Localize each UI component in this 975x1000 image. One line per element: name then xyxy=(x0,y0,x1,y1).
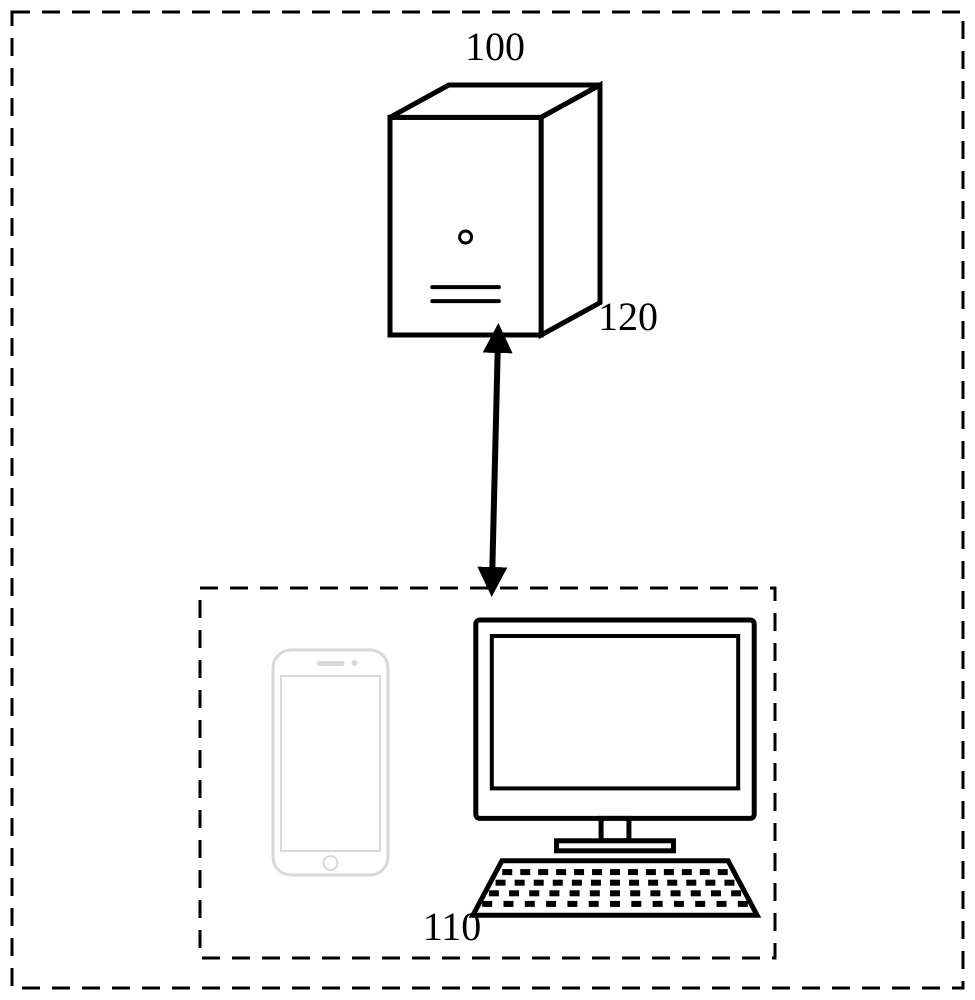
connection-arrow xyxy=(492,338,498,582)
desktop-computer-icon xyxy=(473,620,757,915)
label-server: 120 xyxy=(598,294,658,339)
label-clients: 110 xyxy=(423,904,482,949)
label-system: 100 xyxy=(465,24,525,69)
smartphone-icon xyxy=(273,650,388,875)
server-icon xyxy=(390,85,600,335)
